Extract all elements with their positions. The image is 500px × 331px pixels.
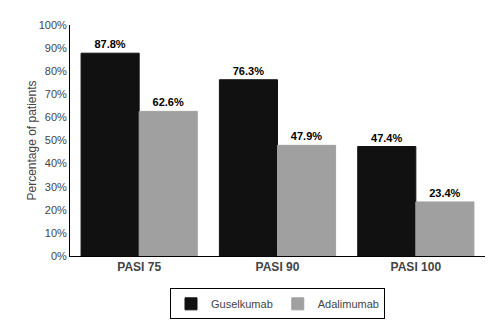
svg-text:50%: 50% [45, 134, 67, 146]
svg-text:100%: 100% [39, 19, 67, 31]
svg-text:PASI 75: PASI 75 [117, 260, 161, 274]
svg-text:60%: 60% [45, 111, 67, 123]
svg-text:Adalimumab: Adalimumab [318, 298, 379, 310]
svg-text:20%: 20% [45, 204, 67, 216]
svg-text:62.6%: 62.6% [153, 96, 184, 108]
svg-text:Percentage of patients: Percentage of patients [25, 80, 39, 200]
svg-text:23.4%: 23.4% [429, 187, 460, 199]
svg-text:90%: 90% [45, 42, 67, 54]
svg-text:40%: 40% [45, 157, 67, 169]
svg-text:0%: 0% [51, 250, 67, 262]
svg-text:PASI 100: PASI 100 [391, 260, 442, 274]
svg-text:87.8%: 87.8% [94, 38, 125, 50]
svg-text:Guselkumab: Guselkumab [211, 298, 273, 310]
svg-text:10%: 10% [45, 227, 67, 239]
svg-text:47.4%: 47.4% [371, 132, 402, 144]
svg-text:70%: 70% [45, 88, 67, 100]
svg-text:30%: 30% [45, 181, 67, 193]
svg-text:47.9%: 47.9% [291, 130, 322, 142]
svg-text:76.3%: 76.3% [233, 65, 264, 77]
svg-text:80%: 80% [45, 65, 67, 77]
svg-text:PASI 90: PASI 90 [256, 260, 300, 274]
